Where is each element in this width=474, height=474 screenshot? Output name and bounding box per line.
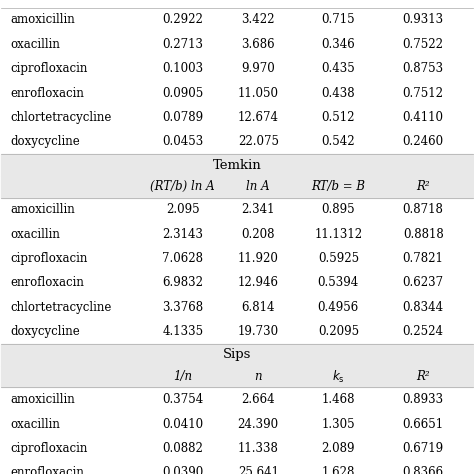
Text: 2.089: 2.089	[321, 442, 355, 455]
Text: Temkin: Temkin	[213, 159, 261, 172]
Bar	[1, 344, 473, 366]
Text: (RT/b) ln A: (RT/b) ln A	[151, 180, 215, 193]
Text: 2.341: 2.341	[241, 203, 275, 216]
Text: oxacillin: oxacillin	[11, 228, 61, 241]
Text: 0.6651: 0.6651	[402, 418, 444, 430]
Text: 0.8933: 0.8933	[402, 393, 444, 406]
Text: 2.3143: 2.3143	[162, 228, 203, 241]
Text: Sips: Sips	[223, 348, 251, 362]
Text: 3.686: 3.686	[241, 38, 275, 51]
Text: 22.075: 22.075	[237, 136, 279, 148]
Text: 2.664: 2.664	[241, 393, 275, 406]
Text: 0.7512: 0.7512	[402, 87, 444, 100]
Text: chlortetracycline: chlortetracycline	[11, 111, 112, 124]
Text: enrofloxacin: enrofloxacin	[11, 87, 85, 100]
Text: 0.542: 0.542	[321, 136, 355, 148]
Bar	[1, 366, 473, 387]
Text: n: n	[255, 370, 262, 383]
Text: 1.305: 1.305	[321, 418, 355, 430]
Text: 12.946: 12.946	[237, 276, 279, 290]
Text: 0.895: 0.895	[321, 203, 355, 216]
Text: 0.7522: 0.7522	[402, 38, 444, 51]
Text: 0.4956: 0.4956	[318, 301, 359, 314]
Text: 11.050: 11.050	[237, 87, 279, 100]
Text: RT/b = B: RT/b = B	[311, 180, 365, 193]
Text: 0.5394: 0.5394	[318, 276, 359, 290]
Text: 0.6719: 0.6719	[402, 442, 444, 455]
Text: 19.730: 19.730	[237, 325, 279, 338]
Text: 0.8718: 0.8718	[403, 203, 444, 216]
Text: 0.208: 0.208	[241, 228, 275, 241]
Bar	[1, 154, 473, 176]
Text: 6.9832: 6.9832	[162, 276, 203, 290]
Text: 4.1335: 4.1335	[162, 325, 203, 338]
Text: 0.9313: 0.9313	[402, 13, 444, 27]
Text: ln A: ln A	[246, 180, 270, 193]
Text: 0.0410: 0.0410	[162, 418, 203, 430]
Text: amoxicillin: amoxicillin	[11, 393, 75, 406]
Text: 0.2713: 0.2713	[162, 38, 203, 51]
Text: 0.715: 0.715	[321, 13, 355, 27]
Text: 0.0789: 0.0789	[162, 111, 203, 124]
Text: amoxicillin: amoxicillin	[11, 13, 75, 27]
Text: R²: R²	[416, 370, 430, 383]
Text: 0.8344: 0.8344	[402, 301, 444, 314]
Text: ciprofloxacin: ciprofloxacin	[11, 442, 88, 455]
Text: 24.390: 24.390	[237, 418, 279, 430]
Text: 1/n: 1/n	[173, 370, 192, 383]
Text: oxacillin: oxacillin	[11, 418, 61, 430]
Text: 0.5925: 0.5925	[318, 252, 359, 265]
Text: doxycycline: doxycycline	[11, 136, 81, 148]
Text: 0.8753: 0.8753	[402, 62, 444, 75]
Text: 6.814: 6.814	[241, 301, 275, 314]
Text: 0.438: 0.438	[321, 87, 355, 100]
Text: 0.8818: 0.8818	[403, 228, 444, 241]
Text: 0.0390: 0.0390	[162, 466, 203, 474]
Text: 0.512: 0.512	[321, 111, 355, 124]
Text: R²: R²	[416, 180, 430, 193]
Text: 25.641: 25.641	[237, 466, 279, 474]
Text: 0.4110: 0.4110	[402, 111, 444, 124]
Text: 11.920: 11.920	[238, 252, 279, 265]
Text: 7.0628: 7.0628	[162, 252, 203, 265]
Text: 12.674: 12.674	[237, 111, 279, 124]
Text: 1.468: 1.468	[321, 393, 355, 406]
Text: ciprofloxacin: ciprofloxacin	[11, 252, 88, 265]
Text: 0.2524: 0.2524	[402, 325, 444, 338]
Text: oxacillin: oxacillin	[11, 38, 61, 51]
Text: 0.2095: 0.2095	[318, 325, 359, 338]
Text: 0.0905: 0.0905	[162, 87, 203, 100]
Text: 9.970: 9.970	[241, 62, 275, 75]
Text: 11.1312: 11.1312	[314, 228, 363, 241]
Text: enrofloxacin: enrofloxacin	[11, 466, 85, 474]
Text: 2.095: 2.095	[166, 203, 200, 216]
Text: 0.346: 0.346	[321, 38, 355, 51]
Text: 0.7821: 0.7821	[403, 252, 444, 265]
Text: 3.3768: 3.3768	[162, 301, 203, 314]
Text: 0.435: 0.435	[321, 62, 355, 75]
Text: 0.2922: 0.2922	[163, 13, 203, 27]
Text: 0.3754: 0.3754	[162, 393, 203, 406]
Text: amoxicillin: amoxicillin	[11, 203, 75, 216]
Text: 0.0453: 0.0453	[162, 136, 203, 148]
Text: 0.0882: 0.0882	[163, 442, 203, 455]
Text: ciprofloxacin: ciprofloxacin	[11, 62, 88, 75]
Text: 3.422: 3.422	[241, 13, 275, 27]
Text: $k_{\rm s}$: $k_{\rm s}$	[332, 369, 345, 385]
Bar	[1, 176, 473, 198]
Text: 1.628: 1.628	[322, 466, 355, 474]
Text: enrofloxacin: enrofloxacin	[11, 276, 85, 290]
Text: 0.6237: 0.6237	[402, 276, 444, 290]
Text: 0.8366: 0.8366	[402, 466, 444, 474]
Text: 0.2460: 0.2460	[402, 136, 444, 148]
Text: chlortetracycline: chlortetracycline	[11, 301, 112, 314]
Text: doxycycline: doxycycline	[11, 325, 81, 338]
Text: 11.338: 11.338	[238, 442, 279, 455]
Text: 0.1003: 0.1003	[162, 62, 203, 75]
